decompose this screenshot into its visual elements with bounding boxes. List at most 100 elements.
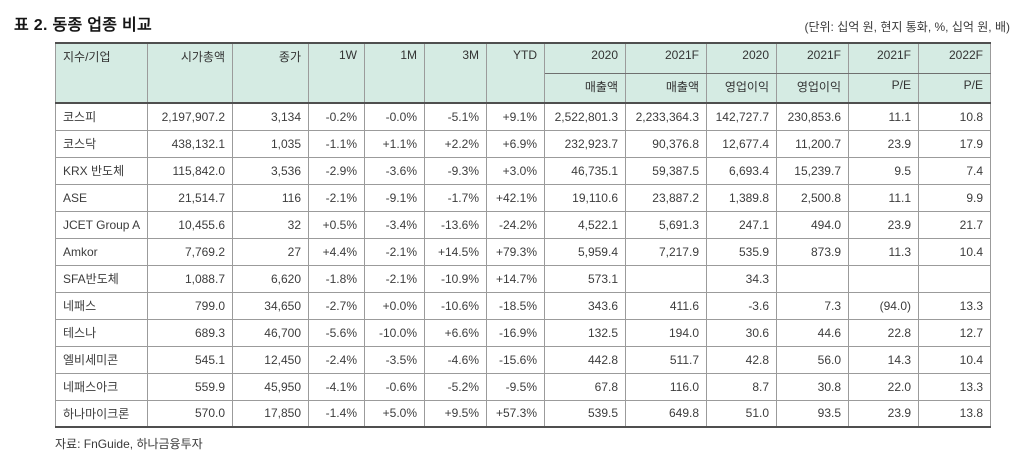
cell: 7.4 xyxy=(918,156,991,185)
cell: 11.1 xyxy=(848,102,919,131)
cell: 535.9 xyxy=(706,237,777,266)
cell: -16.9% xyxy=(486,318,545,347)
table-row: 하나마이크론 570.0 17,850 -1.4% +5.0% +9.5% +57.3% 53… xyxy=(55,399,991,428)
cell: 545.1 xyxy=(147,345,233,374)
cell: -3.6 xyxy=(706,291,777,320)
table-row: 코스닥 438,132.1 1,035 -1.1% +1.1% +2.2% +6.9% 232… xyxy=(55,129,991,158)
row-label: SFA반도체 xyxy=(55,264,148,293)
unit-note: (단위: 십억 원, 현지 통화, %, 십억 원, 배) xyxy=(804,20,1010,34)
cell: 22.0 xyxy=(848,372,919,401)
row-label: 하나마이크론 xyxy=(55,399,148,428)
cell: -2.1% xyxy=(364,237,425,266)
cell: -1.1% xyxy=(308,129,365,158)
cell: 4,522.1 xyxy=(544,210,626,239)
cell: 649.8 xyxy=(625,399,707,428)
cell: 10,455.6 xyxy=(147,210,233,239)
cell: -15.6% xyxy=(486,345,545,374)
cell: 19,110.6 xyxy=(544,183,626,212)
table-wrap: 지수/기업 시가총액 종가 1W 1M 3M YTD 2020 2021F 20… xyxy=(55,42,991,428)
row-label: 테스나 xyxy=(55,318,148,347)
cell: +0.5% xyxy=(308,210,365,239)
col-header-year-2021f-pe: 2021F xyxy=(848,42,919,74)
comparison-table: 지수/기업 시가총액 종가 1W 1M 3M YTD 2020 2021F 20… xyxy=(55,42,991,428)
cell: 9.9 xyxy=(918,183,991,212)
col-header-year-2020-sales: 2020 xyxy=(544,42,626,74)
col-header-close-price: 종가 xyxy=(232,42,309,104)
row-label: ASE xyxy=(55,183,148,212)
table-row: 테스나 689.3 46,700 -5.6% -10.0% +6.6% -16.9% 132.… xyxy=(55,318,991,347)
cell: 34,650 xyxy=(232,291,309,320)
cell: 559.9 xyxy=(147,372,233,401)
row-label: JCET Group A xyxy=(55,210,148,239)
cell: -2.1% xyxy=(308,183,365,212)
table-header-row-metrics: 매출액 매출액 영업이익 영업이익 P/E P/E xyxy=(56,72,991,104)
table-row: Amkor 7,769.2 27 +4.4% -2.1% +14.5% +79.3% 5,95… xyxy=(55,237,991,266)
row-label: 엘비세미콘 xyxy=(55,345,148,374)
cell: 13.3 xyxy=(918,372,991,401)
cell: +57.3% xyxy=(486,399,545,428)
cell: +14.7% xyxy=(486,264,545,293)
cell: -1.4% xyxy=(308,399,365,428)
cell: -2.1% xyxy=(364,264,425,293)
table-row: 네패스 799.0 34,650 -2.7% +0.0% -10.6% -18.5% 343.… xyxy=(55,291,991,320)
cell: -10.9% xyxy=(424,264,487,293)
cell: 30.8 xyxy=(776,372,849,401)
cell: 9.5 xyxy=(848,156,919,185)
cell: 44.6 xyxy=(776,318,849,347)
cell: 67.8 xyxy=(544,372,626,401)
col-header-market-cap: 시가총액 xyxy=(147,42,233,104)
table-row: 코스피 2,197,907.2 3,134 -0.2% -0.0% -5.1% +9.1% 2… xyxy=(55,102,991,131)
cell: 30.6 xyxy=(706,318,777,347)
cell: 10.8 xyxy=(918,102,991,131)
cell: 7,217.9 xyxy=(625,237,707,266)
cell: 13.3 xyxy=(918,291,991,320)
cell: +0.0% xyxy=(364,291,425,320)
cell: -18.5% xyxy=(486,291,545,320)
col-header-op-2021f: 영업이익 xyxy=(776,72,849,104)
cell: 570.0 xyxy=(147,399,233,428)
cell: -10.0% xyxy=(364,318,425,347)
col-header-year-2021f-op: 2021F xyxy=(776,42,849,74)
col-header-3m: 3M xyxy=(424,42,487,104)
cell: 411.6 xyxy=(625,291,707,320)
cell: 539.5 xyxy=(544,399,626,428)
cell: 6,693.4 xyxy=(706,156,777,185)
cell: 2,500.8 xyxy=(776,183,849,212)
cell: 21.7 xyxy=(918,210,991,239)
cell: 2,522,801.3 xyxy=(544,102,626,131)
cell: 13.8 xyxy=(918,399,991,428)
cell: -13.6% xyxy=(424,210,487,239)
cell: -2.9% xyxy=(308,156,365,185)
cell: 12,677.4 xyxy=(706,129,777,158)
table-row: 엘비세미콘 545.1 12,450 -2.4% -3.5% -4.6% -15.6% 442… xyxy=(55,345,991,374)
cell: 21,514.7 xyxy=(147,183,233,212)
col-header-pe-2021f: P/E xyxy=(848,72,919,104)
cell: 1,088.7 xyxy=(147,264,233,293)
cell: 511.7 xyxy=(625,345,707,374)
cell xyxy=(776,264,849,293)
page-title: 표 2. 동종 업종 비교 xyxy=(14,17,153,34)
cell: -10.6% xyxy=(424,291,487,320)
cell: 14.3 xyxy=(848,345,919,374)
cell: 34.3 xyxy=(706,264,777,293)
cell: +9.5% xyxy=(424,399,487,428)
cell xyxy=(848,264,919,293)
cell: 59,387.5 xyxy=(625,156,707,185)
table-body: 코스피 2,197,907.2 3,134 -0.2% -0.0% -5.1% +9.1% 2… xyxy=(55,102,991,428)
cell: 194.0 xyxy=(625,318,707,347)
cell: 56.0 xyxy=(776,345,849,374)
cell: -9.1% xyxy=(364,183,425,212)
cell: +1.1% xyxy=(364,129,425,158)
col-header-year-2020-op: 2020 xyxy=(706,42,777,74)
table-row: KRX 반도체 115,842.0 3,536 -2.9% -3.6% -9.3% +3.0… xyxy=(55,156,991,185)
cell: +6.6% xyxy=(424,318,487,347)
cell: 573.1 xyxy=(544,264,626,293)
cell: 5,691.3 xyxy=(625,210,707,239)
cell: 46,700 xyxy=(232,318,309,347)
cell: 11,200.7 xyxy=(776,129,849,158)
cell: +3.0% xyxy=(486,156,545,185)
header-bar: 표 2. 동종 업종 비교 (단위: 십억 원, 현지 통화, %, 십억 원,… xyxy=(0,0,1024,42)
cell: -2.4% xyxy=(308,345,365,374)
col-header-1m: 1M xyxy=(364,42,425,104)
